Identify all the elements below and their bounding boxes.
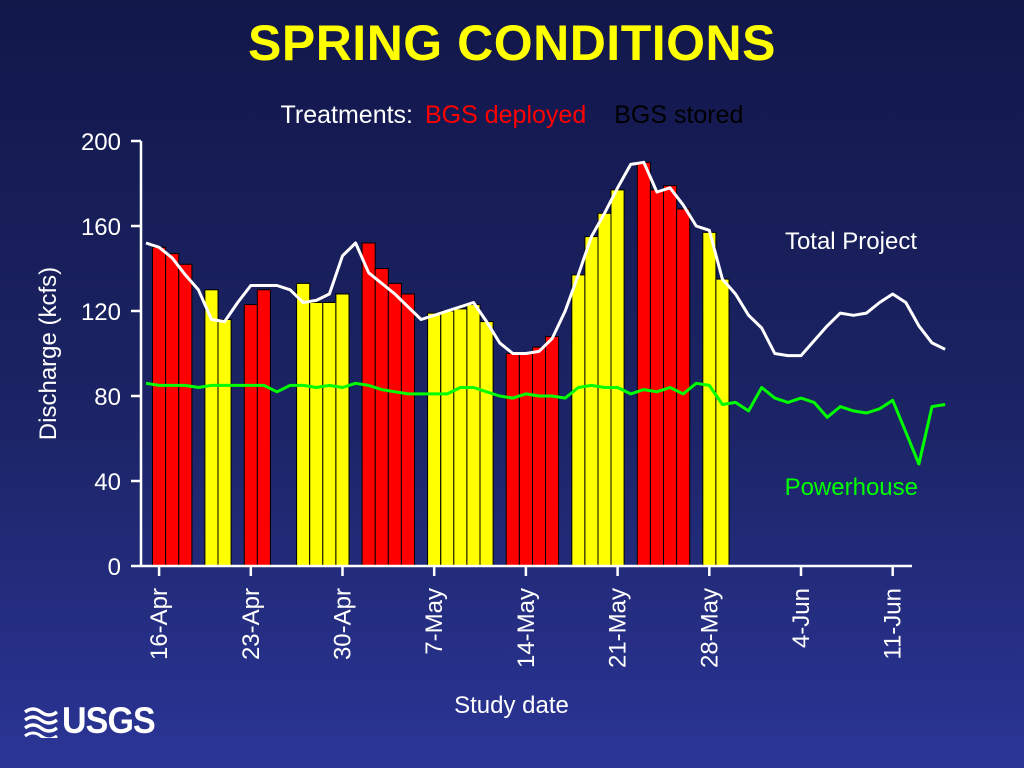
y-tick-label: 0 [108, 554, 121, 581]
bar-deployed [387, 282, 402, 567]
bar-stored [453, 308, 468, 567]
x-tick-label: 21-May [605, 588, 632, 668]
bar-stored [571, 274, 586, 567]
x-tick-label: 23-Apr [238, 588, 265, 660]
x-tick-label: 4-Jun [788, 588, 815, 648]
series-line-total-project [145, 160, 946, 358]
x-tick-label: 14-May [513, 588, 540, 668]
bar-stored [610, 189, 625, 567]
bar-stored [322, 302, 337, 567]
lines-layer [145, 160, 946, 466]
bar-deployed [152, 246, 167, 567]
bar-deployed [165, 253, 180, 567]
y-axis-title: Discharge (kcfs) [35, 267, 62, 440]
legend-stored: BGS stored [614, 101, 744, 129]
bar-deployed [518, 353, 534, 567]
bar-stored [217, 319, 232, 567]
bar-stored [597, 212, 612, 567]
annotation-total-project: Total Project [785, 228, 917, 255]
bar-stored [440, 310, 455, 567]
bar-deployed [649, 189, 665, 567]
bar-deployed [178, 263, 193, 567]
x-axis-title: Study date [454, 692, 569, 719]
x-tick-label: 30-Apr [330, 588, 357, 660]
x-tick-label: 11-Jun [880, 588, 907, 660]
bar-stored [427, 312, 442, 567]
legend-deployed: BGS deployed [425, 101, 587, 129]
y-tick-label: 80 [94, 384, 121, 411]
bars-layer [152, 161, 730, 567]
x-tick-label: 28-May [696, 588, 723, 668]
bar-deployed [256, 289, 271, 567]
usgs-wordmark: USGS [62, 700, 156, 741]
bar-stored [466, 304, 481, 567]
bar-stored [335, 293, 350, 567]
labels-layer: Study date Discharge (kcfs) Total Project P… [35, 228, 918, 719]
bar-stored [296, 282, 311, 567]
bar-deployed [361, 242, 376, 567]
legend-prefix: Treatments: [280, 101, 413, 129]
slide-title: SPRING CONDITIONS [248, 15, 776, 71]
treatments-legend: Treatments: BGS deployed BGS stored [0, 101, 1024, 130]
bar-deployed [545, 336, 560, 567]
x-tick-label: 7-May [421, 588, 448, 655]
bar-stored [204, 289, 219, 567]
bar-stored [309, 302, 324, 567]
bar-deployed [676, 208, 691, 567]
bar-deployed [663, 185, 678, 567]
bar-deployed [374, 268, 389, 567]
bar-deployed [636, 161, 651, 567]
usgs-wave-icon [24, 707, 58, 738]
usgs-logo: USGS [24, 700, 163, 741]
bar-stored [479, 321, 494, 567]
axes-layer: 0 40 80 120 160 200 16-Apr 23-Apr 30-Apr 7-May 14-… [81, 129, 912, 668]
bar-stored [715, 278, 730, 567]
y-tick-label: 120 [81, 299, 121, 326]
series-line-powerhouse [145, 381, 946, 466]
bar-deployed [400, 293, 415, 567]
annotation-powerhouse: Powerhouse [785, 474, 918, 501]
y-tick-label: 200 [81, 129, 121, 156]
bar-deployed [532, 346, 547, 567]
bar-deployed [505, 353, 520, 567]
bar-stored [584, 236, 599, 567]
y-tick-label: 40 [94, 469, 121, 496]
bar-deployed [243, 304, 258, 567]
y-tick-label: 160 [81, 214, 121, 241]
x-tick-label: 16-Apr [146, 588, 173, 660]
bar-stored [702, 231, 717, 567]
